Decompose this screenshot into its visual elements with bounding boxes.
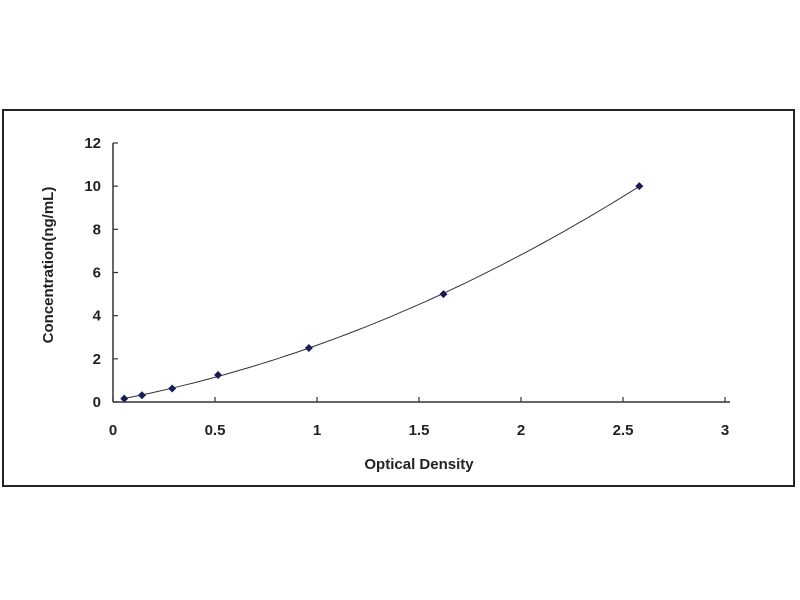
data-point xyxy=(304,344,313,353)
x-tick-label: 2.5 xyxy=(613,422,634,439)
data-point xyxy=(635,182,644,191)
data-point xyxy=(168,384,177,393)
y-tick-label: 6 xyxy=(93,265,101,282)
x-tick-label: 2 xyxy=(517,422,525,439)
y-tick-label: 0 xyxy=(93,394,101,411)
y-tick-label: 12 xyxy=(84,135,101,152)
y-axis-label: Concentration(ng/mL) xyxy=(40,187,57,344)
chart-frame xyxy=(2,109,795,487)
data-point xyxy=(120,394,129,403)
x-tick-label: 0 xyxy=(109,422,117,439)
data-point xyxy=(439,290,448,299)
y-tick-label: 8 xyxy=(93,221,101,238)
x-tick-label: 1 xyxy=(313,422,321,439)
data-point xyxy=(137,391,146,400)
y-tick-label: 4 xyxy=(93,308,102,325)
data-point xyxy=(214,371,223,380)
fit-curve xyxy=(124,185,640,399)
y-tick-label: 2 xyxy=(93,351,101,368)
x-tick-label: 1.5 xyxy=(409,422,430,439)
y-tick-label: 10 xyxy=(84,178,101,195)
x-tick-label: 0.5 xyxy=(205,422,226,439)
x-axis-label: Optical Density xyxy=(364,456,474,473)
x-tick-label: 3 xyxy=(721,422,729,439)
